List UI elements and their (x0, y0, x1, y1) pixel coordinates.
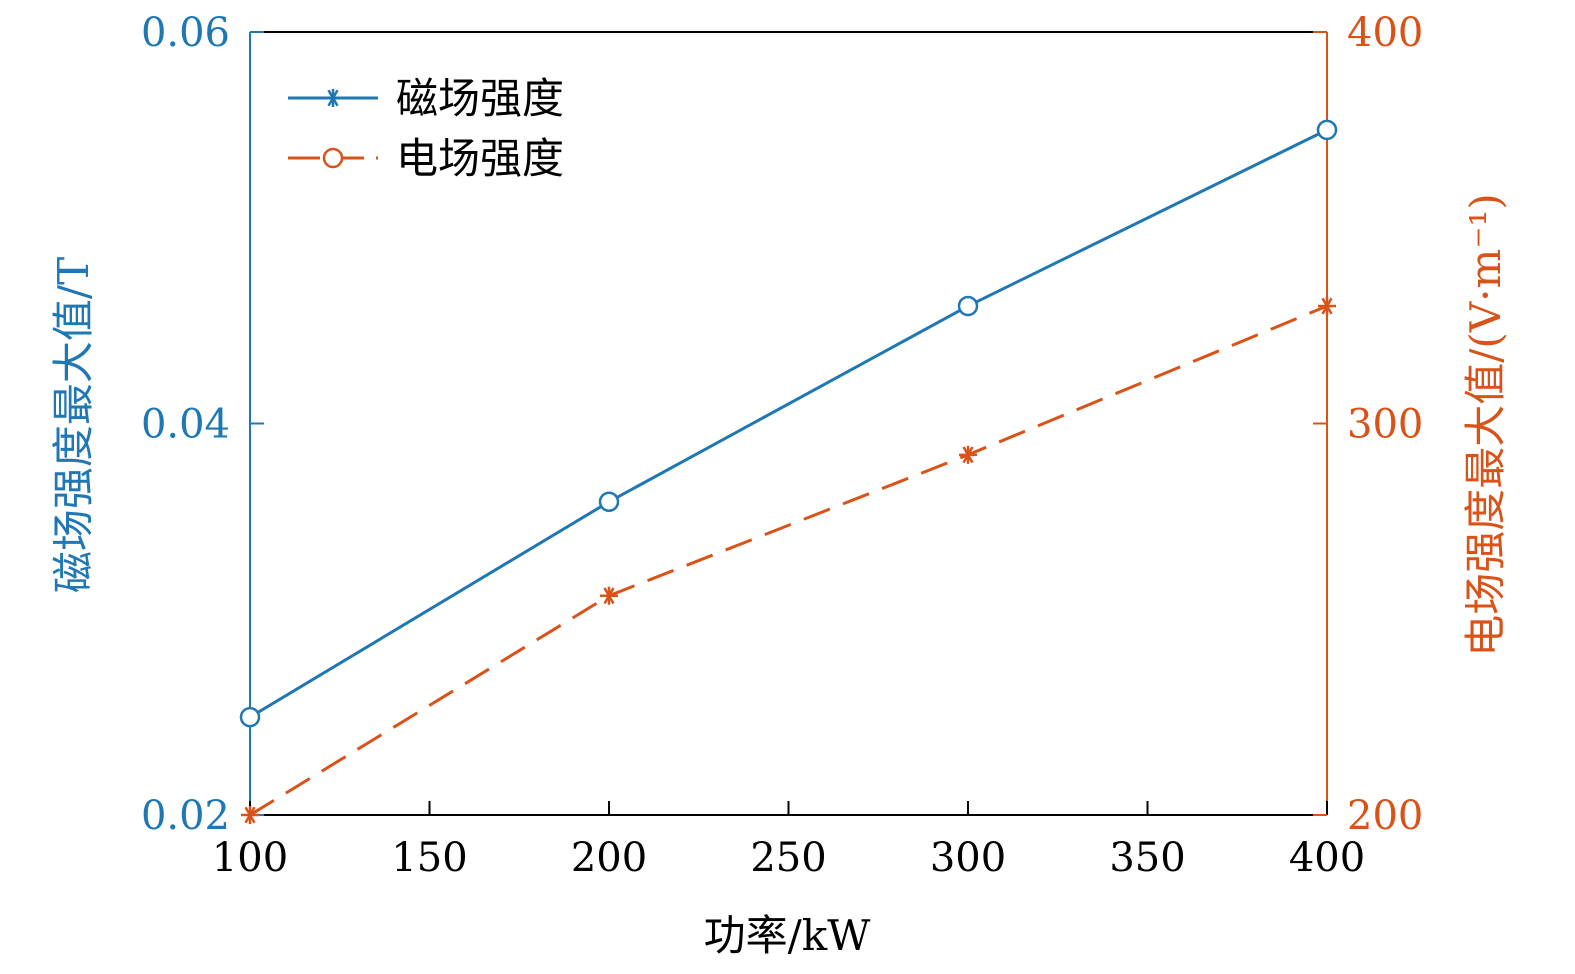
right-tick-label: 300 (1347, 402, 1423, 448)
x-tick-label: 200 (571, 835, 647, 881)
x-tick-label: 250 (750, 835, 826, 881)
legend-label-1: 磁场强度 (396, 74, 564, 123)
data-point (1318, 297, 1336, 316)
left-tick-label: 0.06 (141, 10, 230, 56)
right-axis-title: 电场强度最大值/(V·m⁻¹) (1461, 193, 1510, 656)
x-tick-label: 350 (1109, 835, 1185, 881)
left-tick-label: 0.02 (141, 793, 230, 839)
legend-label-2: 电场强度 (396, 134, 564, 183)
data-point (239, 706, 261, 728)
data-point (598, 491, 620, 513)
right-tick-label: 200 (1347, 793, 1423, 839)
series-line-1 (249, 128, 1328, 719)
legend-marker-1 (324, 89, 342, 107)
right-axis-ticks: 200 300 400 (1313, 10, 1423, 839)
x-axis-ticks: 100 150 200 250 300 350 400 (212, 801, 1365, 881)
series-line-2 (249, 304, 1328, 817)
right-tick-label: 400 (1347, 10, 1423, 56)
x-tick-label: 400 (1289, 835, 1365, 881)
data-point (959, 445, 977, 464)
data-point (600, 586, 618, 605)
legend-marker-2 (322, 147, 344, 169)
x-tick-label: 150 (391, 835, 467, 881)
data-point (1316, 119, 1338, 141)
x-tick-label: 300 (930, 835, 1006, 881)
x-tick-label: 100 (212, 835, 288, 881)
data-point (241, 806, 259, 824)
series-lines (239, 119, 1338, 824)
data-point (957, 295, 979, 317)
left-axis-title: 磁场强度最大值/T (49, 257, 98, 593)
x-axis-title: 功率/kW (704, 911, 872, 960)
left-axis-ticks: 0.02 0.04 0.06 (141, 10, 264, 839)
left-tick-label: 0.04 (141, 402, 230, 448)
